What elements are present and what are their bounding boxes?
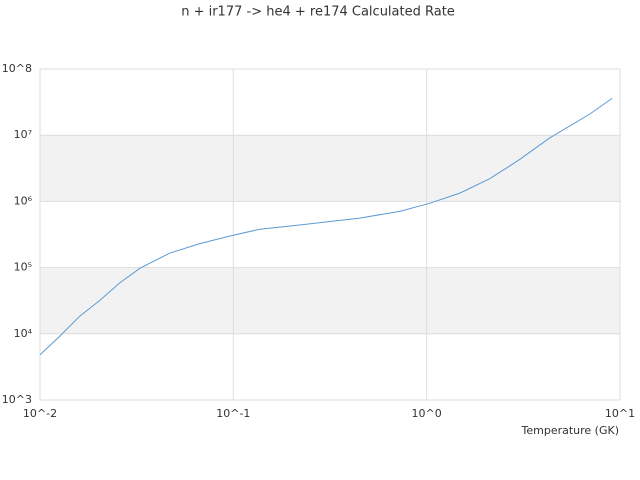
chart-title: n + ir177 -> he4 + re174 Calculated Rate [181, 5, 455, 20]
x-axis-label: Temperature (GK) [521, 424, 620, 437]
y-tick-label: 10⁷ [14, 128, 32, 141]
y-tick-label: 10⁵ [14, 261, 32, 274]
x-tick-label: 10^0 [412, 407, 442, 420]
y-tick-label: 10^3 [2, 393, 32, 406]
data-line [39, 97, 613, 356]
y-tick-label: 10⁶ [14, 194, 33, 207]
x-tick-label: 10^-2 [23, 407, 57, 420]
grid-band [40, 135, 620, 202]
x-tick-label: 10^-1 [216, 407, 250, 420]
grid-band [40, 267, 620, 334]
y-tick-label: 10⁴ [14, 327, 33, 340]
x-tick-label: 10^1 [605, 407, 635, 420]
y-tick-label: 10^8 [2, 62, 32, 75]
